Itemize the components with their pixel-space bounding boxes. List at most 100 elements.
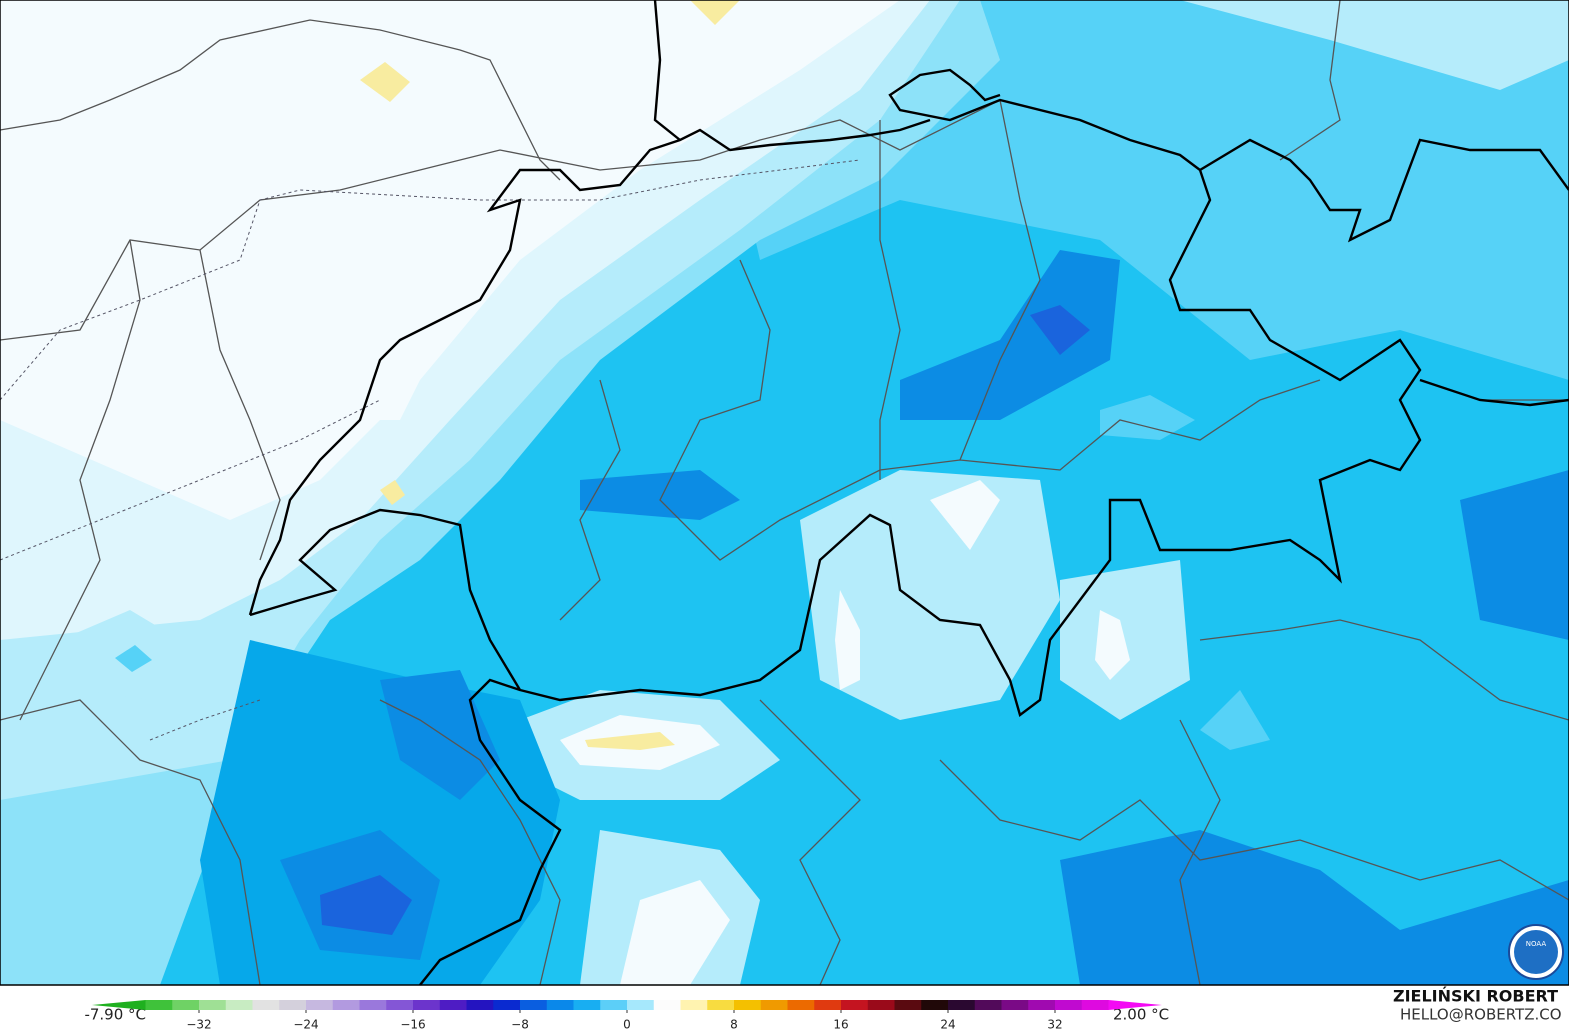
colorbar-segment xyxy=(413,1000,441,1010)
region-line xyxy=(0,159,861,401)
colorbar-segment xyxy=(332,1000,360,1010)
colorbar-segment xyxy=(493,1000,521,1010)
border xyxy=(379,699,561,986)
legend: -7.90 °C 2.00 °C −32 −24 −16 −8 0 8 16 24 32 xyxy=(84,1000,1169,1032)
colorbar-tick-label: −8 xyxy=(511,1018,529,1032)
colorbar-tick-label: −24 xyxy=(293,1018,318,1032)
temp-zone xyxy=(360,350,420,420)
border xyxy=(1199,619,1569,721)
border xyxy=(19,239,141,721)
max-label: 2.00 °C xyxy=(1113,1006,1169,1024)
colorbar-segment xyxy=(653,1000,681,1010)
warm-spot xyxy=(585,732,675,750)
logo-text: NOAA xyxy=(1526,940,1547,948)
colorbar-segment xyxy=(199,1000,227,1010)
colorbar-segment xyxy=(867,1000,895,1010)
warm-spot xyxy=(380,480,405,505)
colorbar-segment xyxy=(1081,1000,1109,1010)
min-label: -7.90 °C xyxy=(84,1006,146,1024)
border xyxy=(659,259,1321,561)
colorbar-segment xyxy=(546,1000,574,1010)
colorbar-segment xyxy=(252,1000,280,1010)
country-border xyxy=(249,68,1422,718)
colorbar-segment xyxy=(787,1000,815,1010)
warm-spot xyxy=(690,0,740,25)
temp-zone xyxy=(1200,690,1270,750)
colorbar-segment xyxy=(921,1000,949,1010)
colorbar-segment xyxy=(306,1000,334,1010)
colorbar-segment xyxy=(225,1000,253,1010)
border xyxy=(0,19,561,181)
warm-spot xyxy=(360,62,410,102)
temp-zone xyxy=(900,250,1120,420)
colorbar-segment xyxy=(814,1000,842,1010)
colorbar-segment xyxy=(707,1000,735,1010)
border xyxy=(759,699,861,986)
country-border xyxy=(1419,378,1569,407)
colorbar-tick-label: 8 xyxy=(730,1018,738,1032)
colorbar-segment xyxy=(1055,1000,1083,1010)
colorbar-tick-label: 32 xyxy=(1047,1018,1062,1032)
border xyxy=(959,99,1041,461)
colorbar-tick-label: 24 xyxy=(940,1018,955,1032)
colorbar-segment xyxy=(172,1000,200,1010)
colorbar-arrow xyxy=(92,1000,146,1010)
temp-zone xyxy=(1180,0,1569,90)
colorbar-segment xyxy=(841,1000,869,1010)
map: NOAA xyxy=(0,0,1569,986)
colorbar-segment xyxy=(386,1000,414,1010)
border xyxy=(199,249,281,561)
colorbar-tick-label: −16 xyxy=(400,1018,425,1032)
temp-zone xyxy=(1100,395,1195,440)
logo-disc xyxy=(1514,930,1558,974)
colorbar-arrow xyxy=(1108,1000,1162,1010)
colorbar-segment xyxy=(520,1000,548,1010)
colorbar-segment xyxy=(359,1000,387,1010)
colorbar-segment xyxy=(1001,1000,1029,1010)
temp-zone xyxy=(1030,305,1090,355)
colorbar-segment xyxy=(627,1000,655,1010)
country-border xyxy=(1199,138,1569,243)
temp-zone xyxy=(835,590,860,690)
colorbar-tick-label: 16 xyxy=(833,1018,848,1032)
colorbar-segment xyxy=(894,1000,922,1010)
map-frame xyxy=(0,0,1569,986)
temp-zone xyxy=(115,645,152,672)
temp-zone xyxy=(0,0,900,520)
border xyxy=(0,699,261,986)
colorbar-tick-label: −32 xyxy=(186,1018,211,1032)
colorbar-tick-label: 0 xyxy=(623,1018,631,1032)
temp-zone xyxy=(1095,610,1130,680)
temp-zone xyxy=(620,880,730,985)
country-border xyxy=(653,0,681,141)
colorbar-segment xyxy=(1028,1000,1056,1010)
credit-name: ZIELIŃSKI ROBERT xyxy=(1393,987,1558,1006)
colorbar-segment xyxy=(466,1000,494,1010)
border xyxy=(559,379,621,621)
country-border xyxy=(419,678,562,986)
temp-zone xyxy=(320,875,412,935)
colorbar-segment xyxy=(279,1000,307,1010)
temp-zone xyxy=(930,480,1000,550)
temp-zone xyxy=(1060,830,1569,985)
country-border xyxy=(248,118,931,616)
region-line xyxy=(149,699,261,741)
border xyxy=(879,120,901,480)
credit-email: HELLO@ROBERTZ.CO xyxy=(1400,1006,1562,1024)
border xyxy=(0,99,1001,341)
temp-zone xyxy=(580,470,740,520)
logo: NOAA xyxy=(1508,924,1564,980)
temp-zone xyxy=(800,470,1060,720)
temp-zone xyxy=(1460,470,1569,640)
colorbar-segment xyxy=(600,1000,628,1010)
colorbar-segment xyxy=(145,1000,173,1010)
temp-zone xyxy=(1460,230,1520,275)
border xyxy=(1279,0,1341,161)
colorbar-segment xyxy=(573,1000,601,1010)
border xyxy=(1179,719,1221,986)
colorbar-segment xyxy=(974,1000,1002,1010)
colorbar-segment xyxy=(680,1000,708,1010)
colorbar-segment xyxy=(439,1000,467,1010)
colorbar-segment xyxy=(948,1000,976,1010)
